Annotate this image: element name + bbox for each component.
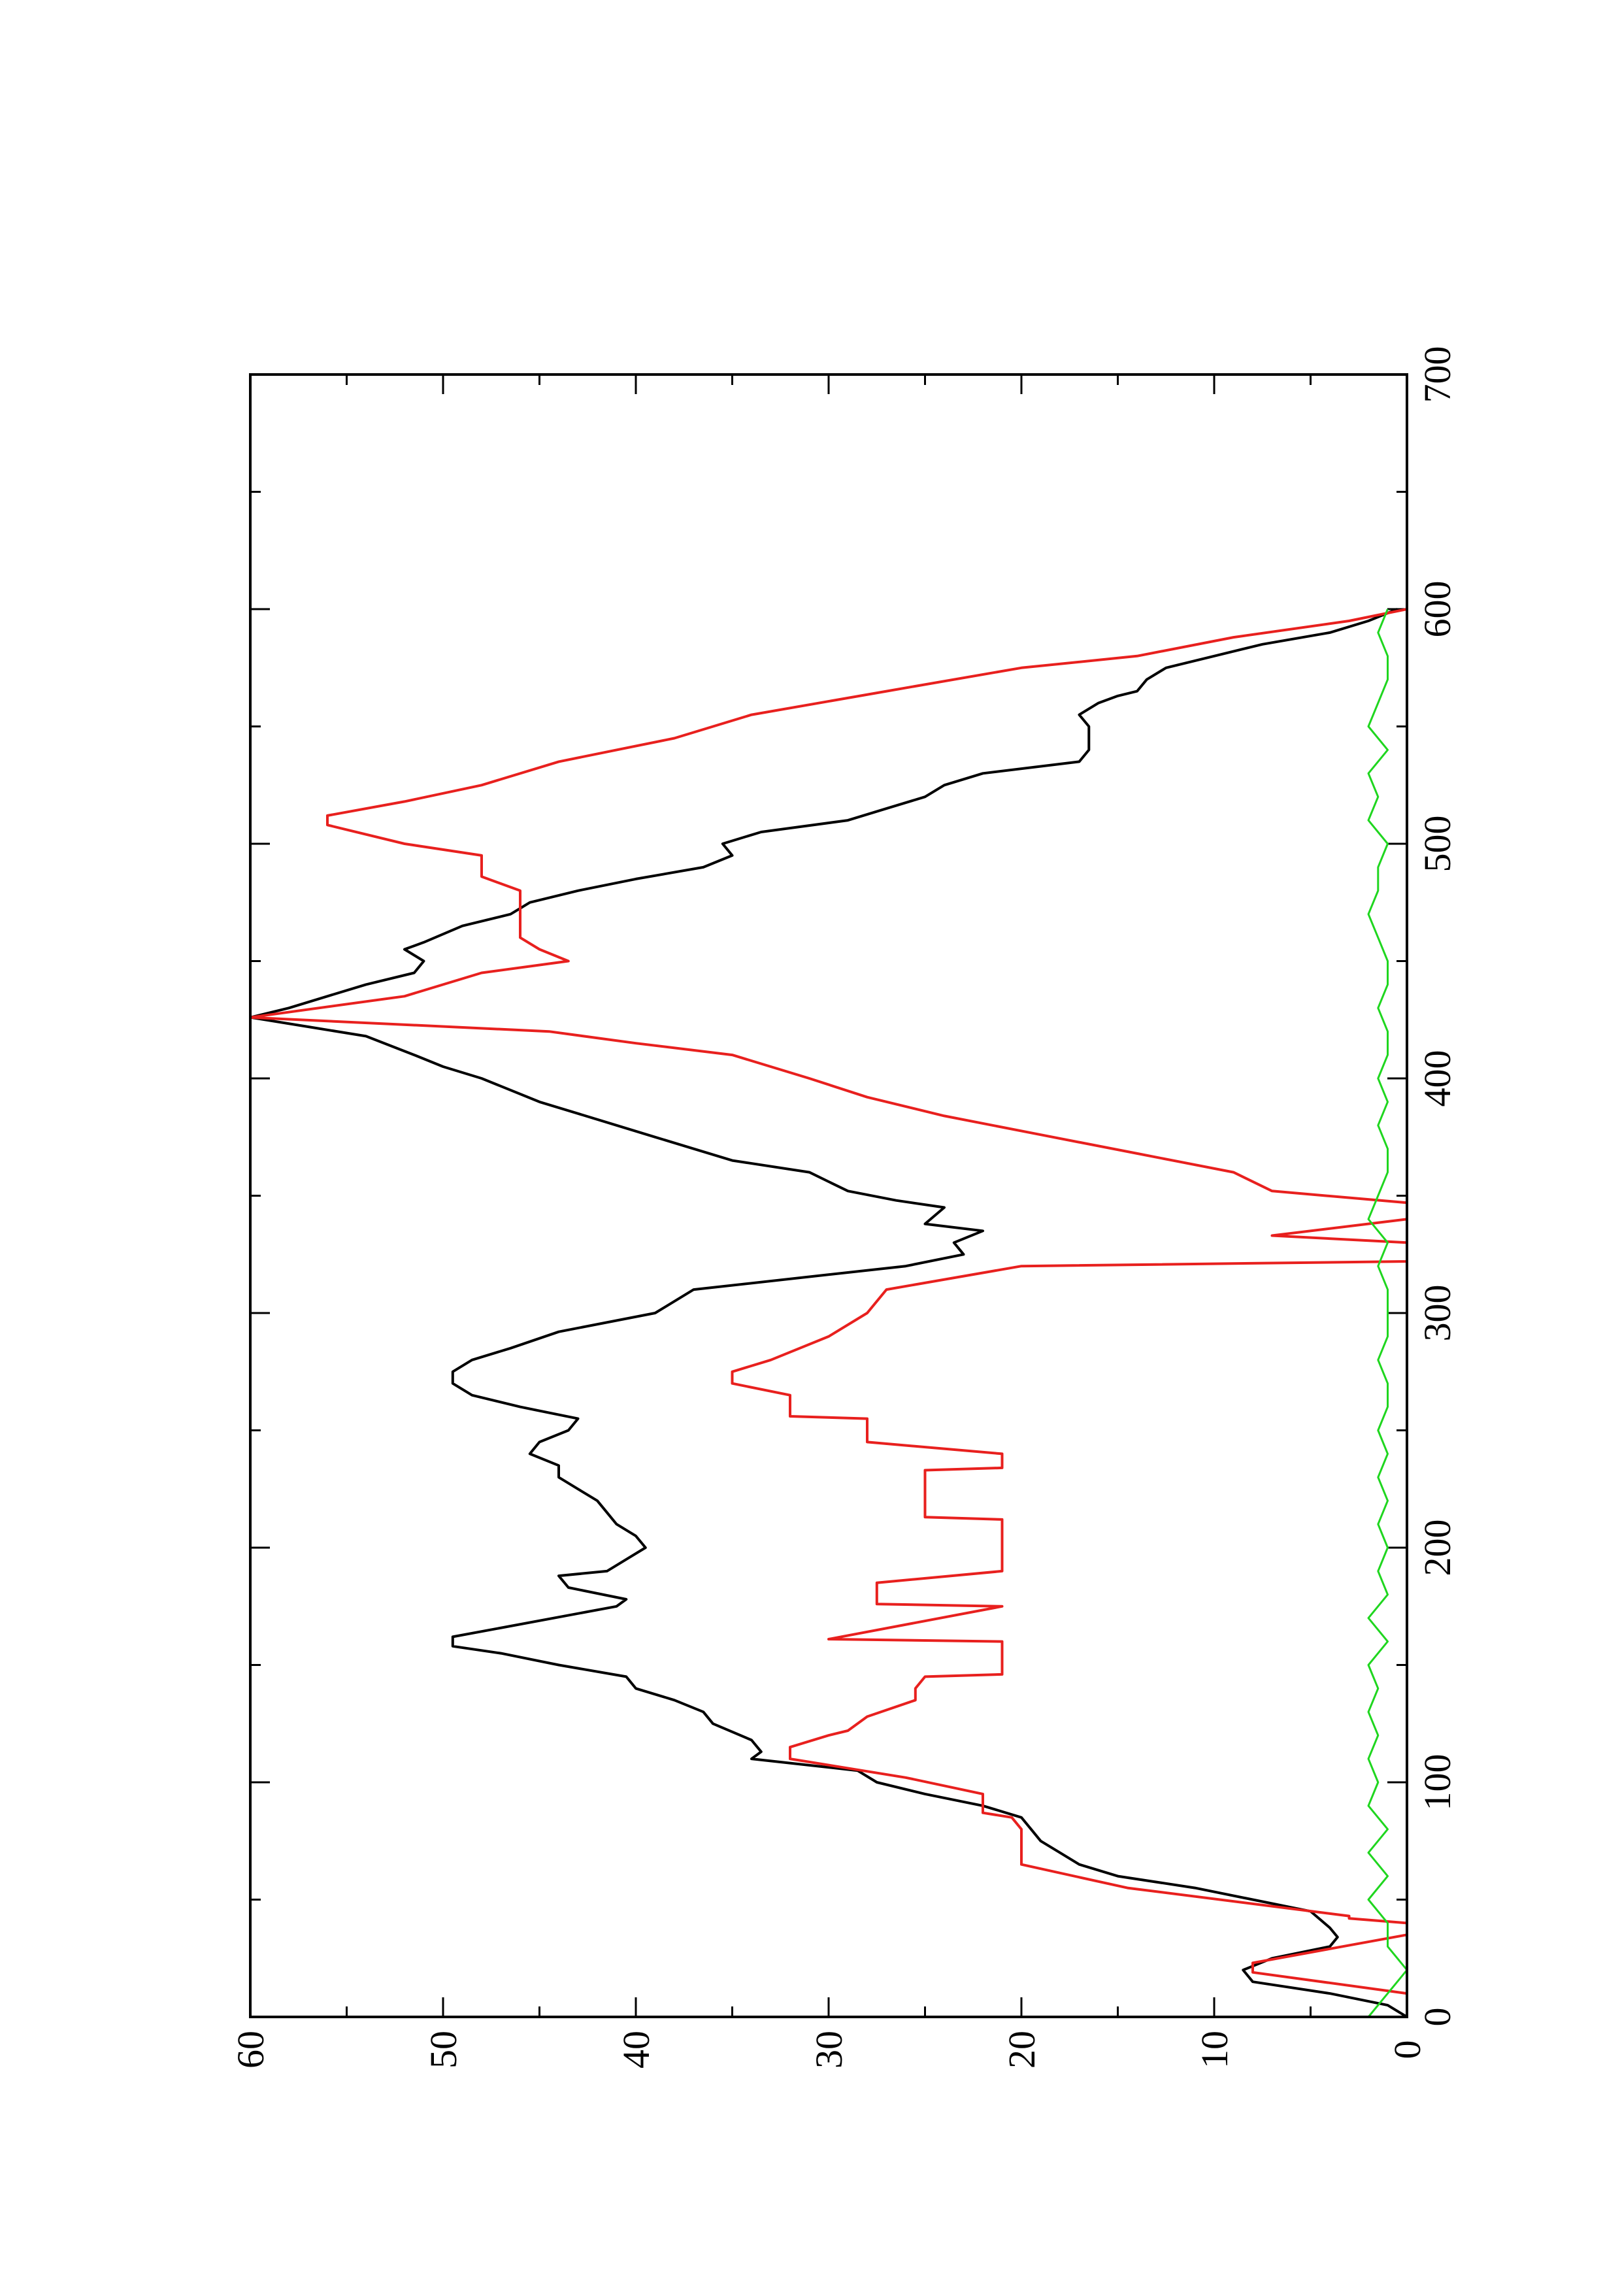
y-tick-label: 40 (615, 2031, 657, 2069)
tick-labels: 0 100 200 300 400 500 600 700 0 10 20 30 40 50 60 (229, 346, 1459, 2069)
x-tick-label: 400 (1416, 1050, 1459, 1107)
y-tick-label: 0 (1386, 2040, 1429, 2059)
y-tick-label: 50 (422, 2031, 465, 2069)
series-3-line (1367, 608, 1408, 2018)
y-tick-label: 60 (229, 2031, 272, 2069)
y-tick-label: 30 (808, 2031, 850, 2069)
x-tick-label: 600 (1416, 581, 1459, 638)
x-tick-label: 500 (1416, 816, 1459, 873)
x-tick-label: 0 (1416, 2008, 1459, 2027)
x-tick-label: 200 (1416, 1520, 1459, 1576)
x-tick-label: 300 (1416, 1285, 1459, 1342)
series-group (249, 608, 1408, 2018)
plot-frame (249, 373, 1408, 2018)
axis-ticks (249, 373, 1408, 2018)
x-tick-label: 700 (1416, 346, 1459, 403)
y-tick-label: 20 (1000, 2031, 1043, 2069)
series-1-line (249, 608, 1408, 2018)
x-tick-label: 100 (1416, 1754, 1459, 1811)
series-2-line (249, 608, 1408, 2017)
y-tick-label: 10 (1193, 2031, 1236, 2069)
